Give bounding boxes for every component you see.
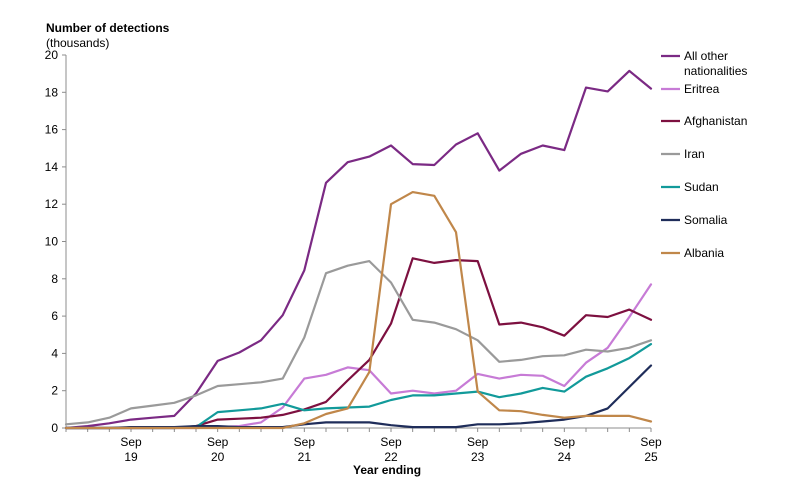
- x-tick-label-year: 19: [124, 450, 138, 464]
- y-tick-label: 2: [51, 384, 58, 398]
- x-tick-label-month: Sep: [640, 435, 662, 449]
- x-tick-label-month: Sep: [380, 435, 402, 449]
- y-tick-label: 10: [45, 235, 59, 249]
- x-tick-label-month: Sep: [207, 435, 229, 449]
- legend-label-all-other-nationalities: All other: [684, 49, 728, 63]
- x-axis-title: Year ending: [353, 463, 422, 477]
- y-tick-label: 16: [45, 123, 59, 137]
- x-tick-label-year: 25: [644, 450, 658, 464]
- y-tick-label: 4: [51, 346, 58, 360]
- legend-label-eritrea: Eritrea: [684, 82, 720, 96]
- legend-label-all-other-nationalities: nationalities: [684, 64, 747, 78]
- y-axis-ticks: 0 2 4 6 8 10 12 14 16 18 20: [45, 48, 66, 435]
- series-line-afghanistan: [64, 257, 653, 430]
- series-line-albania: [64, 191, 653, 430]
- legend-label-albania: Albania: [684, 246, 724, 260]
- series-line-all-other-nationalities: [64, 69, 653, 430]
- y-tick-label: 6: [51, 309, 58, 323]
- x-tick-label-month: Sep: [120, 435, 142, 449]
- y-axis-title: Number of detections: [46, 21, 170, 35]
- series-lines: [64, 69, 653, 430]
- legend-label-afghanistan: Afghanistan: [684, 114, 747, 128]
- y-tick-label: 0: [51, 421, 58, 435]
- x-tick-label-month: Sep: [554, 435, 576, 449]
- x-tick-label-year: 22: [384, 450, 398, 464]
- legend-label-sudan: Sudan: [684, 180, 719, 194]
- x-tick-label-month: Sep: [294, 435, 316, 449]
- y-tick-label: 8: [51, 272, 58, 286]
- x-tick-label-month: Sep: [467, 435, 489, 449]
- y-tick-label: 12: [45, 197, 59, 211]
- x-tick-label-year: 24: [558, 450, 572, 464]
- y-tick-label: 14: [45, 160, 59, 174]
- x-tick-label-year: 20: [211, 450, 225, 464]
- legend-label-iran: Iran: [684, 147, 705, 161]
- x-tick-label-year: 21: [298, 450, 312, 464]
- series-line-iran: [64, 260, 653, 426]
- x-tick-label-year: 23: [471, 450, 485, 464]
- legend-label-somalia: Somalia: [684, 213, 728, 227]
- y-axis-units: (thousands): [46, 36, 110, 50]
- axes: [65, 55, 651, 429]
- y-tick-label: 18: [45, 85, 59, 99]
- y-tick-label: 20: [45, 48, 59, 62]
